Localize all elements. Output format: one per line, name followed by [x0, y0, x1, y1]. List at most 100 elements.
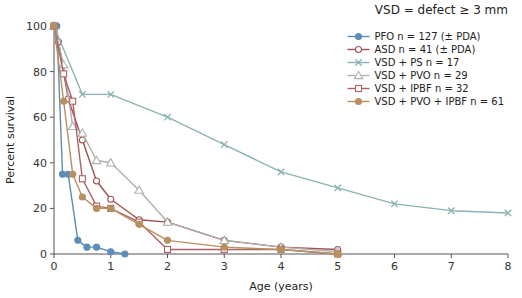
data-point — [335, 185, 341, 191]
data-point — [335, 251, 341, 257]
x-tick — [508, 254, 509, 258]
axes: 012345678020406080100 — [26, 20, 512, 273]
data-point — [278, 246, 284, 252]
series — [51, 23, 511, 216]
data-point — [79, 91, 85, 97]
legend-marker — [356, 47, 362, 53]
data-point — [278, 169, 284, 175]
legend-marker — [355, 59, 361, 65]
y-tick — [50, 254, 54, 255]
data-point — [448, 207, 454, 213]
x-tick — [54, 254, 55, 258]
data-point — [60, 171, 66, 177]
data-point — [165, 246, 171, 252]
data-point — [135, 186, 143, 193]
series — [51, 23, 341, 257]
y-tick — [50, 208, 54, 209]
data-point — [221, 244, 227, 250]
x-tick-label: 0 — [51, 260, 58, 273]
data-point — [51, 23, 57, 29]
x-tick-label: 5 — [334, 260, 341, 273]
data-point — [94, 205, 100, 211]
y-tick-label: 20 — [33, 202, 47, 215]
x-tick — [451, 254, 452, 258]
x-tick — [394, 254, 395, 258]
legend-label: VSD + IPBF n = 32 — [375, 83, 469, 94]
y-tick — [50, 117, 54, 118]
legend-label: PFO n = 127 (± PDA) — [375, 31, 481, 42]
data-point — [61, 71, 67, 77]
x-tick-label: 7 — [448, 260, 455, 273]
series — [51, 23, 341, 252]
y-axis — [54, 26, 55, 254]
data-point — [164, 114, 170, 120]
x-tick — [281, 254, 282, 258]
data-point — [75, 237, 81, 243]
data-point — [61, 98, 67, 104]
x-tick — [167, 254, 168, 258]
data-point — [92, 156, 100, 163]
data-point — [51, 23, 57, 29]
x-tick-label: 6 — [391, 260, 398, 273]
y-tick — [50, 71, 54, 72]
title: VSD = defect ≥ 3 mm — [375, 3, 508, 17]
data-point — [79, 194, 85, 200]
data-point — [165, 237, 171, 243]
series-line — [54, 26, 338, 254]
data-point — [51, 23, 57, 29]
y-tick — [50, 162, 54, 163]
legend-label: VSD + PVO + IPBF n = 61 — [375, 96, 505, 107]
data-point — [107, 159, 115, 166]
data-point — [79, 176, 85, 182]
x-tick-label: 3 — [221, 260, 228, 273]
data-point — [108, 205, 114, 211]
x-tick — [224, 254, 225, 258]
x-tick-label: 8 — [505, 260, 512, 273]
series-line — [54, 26, 338, 252]
y-tick-label: 60 — [33, 111, 47, 124]
y-tick-label: 80 — [33, 66, 47, 79]
legend-marker — [356, 34, 362, 40]
x-tick-label: 4 — [278, 260, 285, 273]
series-line — [54, 26, 338, 249]
x-axis-label: Age (years) — [249, 280, 313, 293]
series — [50, 22, 342, 255]
series — [51, 23, 341, 257]
data-point — [108, 249, 114, 255]
legend-marker — [356, 86, 362, 92]
series-line — [54, 26, 508, 213]
y-tick-label: 0 — [40, 248, 47, 261]
data-point — [108, 91, 114, 97]
data-point — [84, 244, 90, 250]
data-point — [278, 246, 284, 252]
series-line — [54, 26, 338, 254]
data-point — [163, 218, 171, 225]
y-axis-label: Percent survival — [4, 96, 17, 184]
data-point — [220, 236, 228, 243]
legend-label: VSD + PS n = 17 — [375, 57, 460, 68]
data-point — [51, 23, 57, 29]
series-line — [54, 26, 125, 254]
plot-area — [50, 22, 511, 257]
data-point — [51, 23, 57, 29]
chart: VSD = defect ≥ 3 mm012345678020406080100… — [0, 0, 522, 298]
legend-label: ASD n = 41 (± PDA) — [375, 44, 476, 55]
x-tick-label: 1 — [107, 260, 114, 273]
data-point — [108, 205, 114, 211]
data-point — [108, 196, 114, 202]
data-point — [70, 98, 76, 104]
data-point — [221, 141, 227, 147]
data-point — [391, 201, 397, 207]
background — [0, 0, 522, 298]
data-point — [335, 251, 341, 257]
data-point — [94, 244, 100, 250]
x-tick-label: 2 — [164, 260, 171, 273]
data-point — [50, 22, 58, 29]
data-point — [78, 129, 86, 136]
data-point — [70, 171, 76, 177]
legend-marker — [356, 99, 362, 105]
data-point — [136, 221, 142, 227]
data-point — [505, 210, 511, 216]
legend-label: VSD + PVO n = 29 — [375, 70, 468, 81]
data-point — [94, 178, 100, 184]
